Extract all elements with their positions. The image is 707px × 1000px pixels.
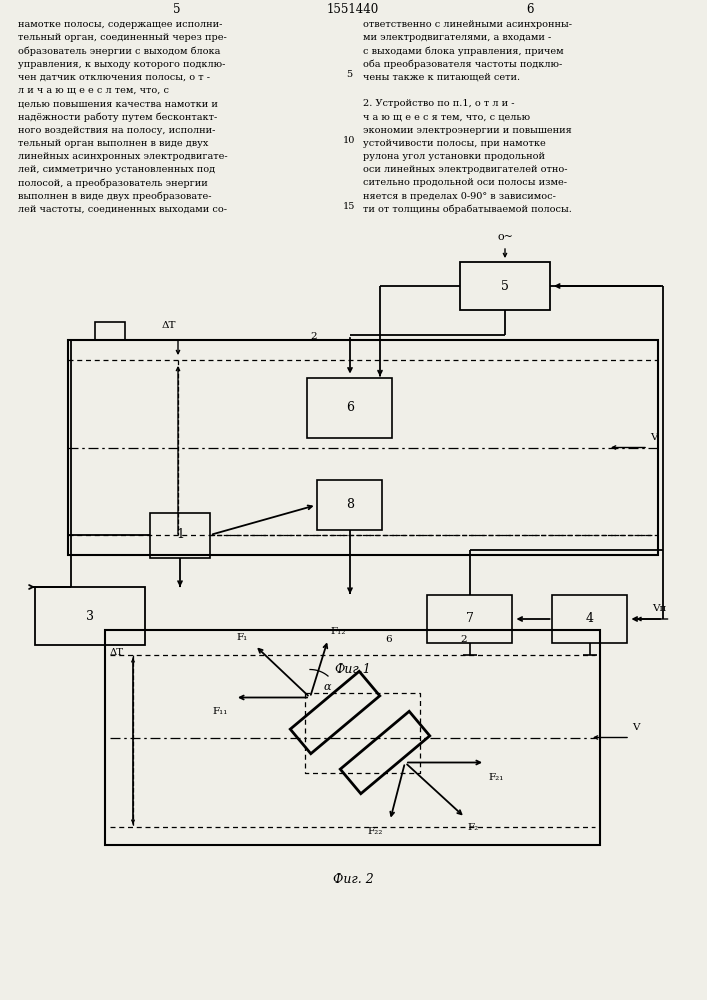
Text: оси линейных электродвигателей отно-: оси линейных электродвигателей отно- xyxy=(363,165,568,174)
Text: F₁₂: F₁₂ xyxy=(330,626,346,636)
Text: управления, к выходу которого подклю-: управления, к выходу которого подклю- xyxy=(18,60,226,69)
Text: Фиг. 2: Фиг. 2 xyxy=(332,873,373,886)
Bar xyxy=(308,377,392,438)
Text: устойчивости полосы, при намотке: устойчивости полосы, при намотке xyxy=(363,139,546,148)
Bar xyxy=(68,340,658,555)
Text: 3: 3 xyxy=(86,609,94,622)
Text: F₂₂: F₂₂ xyxy=(368,828,382,836)
Text: экономии электроэнергии и повышения: экономии электроэнергии и повышения xyxy=(363,126,572,135)
Text: 8: 8 xyxy=(346,498,354,512)
Text: ного воздействия на полосу, исполни-: ного воздействия на полосу, исполни- xyxy=(18,126,216,135)
Bar xyxy=(317,480,382,530)
Text: тельный орган, соединенный через пре-: тельный орган, соединенный через пре- xyxy=(18,33,227,42)
Text: 5: 5 xyxy=(501,279,509,292)
Text: F₂: F₂ xyxy=(467,822,478,832)
Text: 1: 1 xyxy=(176,528,184,542)
Text: 2: 2 xyxy=(460,635,467,644)
Text: линейных асинхронных электродвигате-: линейных асинхронных электродвигате- xyxy=(18,152,228,161)
Text: образователь энергии с выходом блока: образователь энергии с выходом блока xyxy=(18,46,221,56)
Text: полосой, а преобразователь энергии: полосой, а преобразователь энергии xyxy=(18,178,208,188)
Text: чен датчик отключения полосы, о т -: чен датчик отключения полосы, о т - xyxy=(18,73,210,82)
Text: с выходами блока управления, причем: с выходами блока управления, причем xyxy=(363,46,563,56)
Text: Фиг.1: Фиг.1 xyxy=(334,663,371,676)
Text: ΔТ: ΔТ xyxy=(110,648,124,657)
Text: надёжности работу путем бесконтакт-: надёжности работу путем бесконтакт- xyxy=(18,112,217,122)
Text: ответственно с линейными асинхронны-: ответственно с линейными асинхронны- xyxy=(363,20,572,29)
Bar xyxy=(340,711,430,794)
Bar xyxy=(95,322,125,340)
Text: 15: 15 xyxy=(343,202,355,211)
Text: выполнен в виде двух преобразовате-: выполнен в виде двух преобразовате- xyxy=(18,192,211,201)
Text: 6: 6 xyxy=(346,401,354,414)
Text: намотке полосы, содержащее исполни-: намотке полосы, содержащее исполни- xyxy=(18,20,223,29)
Text: 6: 6 xyxy=(385,635,392,644)
Text: ΔТ: ΔТ xyxy=(161,321,176,330)
Text: F₁: F₁ xyxy=(237,633,248,642)
Bar xyxy=(428,595,513,643)
Bar xyxy=(552,595,628,643)
Text: чены также к питающей сети.: чены также к питающей сети. xyxy=(363,73,520,82)
Text: ти от толщины обрабатываемой полосы.: ти от толщины обрабатываемой полосы. xyxy=(363,205,572,214)
Text: рулона угол установки продольной: рулона угол установки продольной xyxy=(363,152,545,161)
Text: ми электродвигателями, а входами -: ми электродвигателями, а входами - xyxy=(363,33,551,42)
Text: o~: o~ xyxy=(497,232,513,242)
Text: сительно продольной оси полосы изме-: сительно продольной оси полосы изме- xyxy=(363,178,567,187)
Text: 10: 10 xyxy=(343,136,355,145)
Text: Vп: Vп xyxy=(653,604,667,613)
Text: няется в пределах 0-90° в зависимос-: няется в пределах 0-90° в зависимос- xyxy=(363,192,556,201)
Bar xyxy=(150,512,210,558)
Text: лей, симметрично установленных под: лей, симметрично установленных под xyxy=(18,165,215,174)
Text: ч а ю щ е е с я тем, что, с целью: ч а ю щ е е с я тем, что, с целью xyxy=(363,112,530,121)
Text: 5: 5 xyxy=(173,3,181,16)
Text: F₁₁: F₁₁ xyxy=(213,708,228,716)
Text: F₂₁: F₂₁ xyxy=(488,772,503,782)
Text: 7: 7 xyxy=(466,612,474,626)
Bar xyxy=(291,671,380,754)
Bar xyxy=(105,630,600,845)
Text: α: α xyxy=(324,682,332,692)
Text: л и ч а ю щ е е с л тем, что, с: л и ч а ю щ е е с л тем, что, с xyxy=(18,86,169,95)
Bar xyxy=(460,262,550,310)
Text: лей частоты, соединенных выходами со-: лей частоты, соединенных выходами со- xyxy=(18,205,227,214)
Text: 5: 5 xyxy=(346,70,352,79)
Text: 6: 6 xyxy=(526,3,534,16)
Text: V: V xyxy=(650,432,658,442)
Bar xyxy=(35,587,145,645)
Text: тельный орган выполнен в виде двух: тельный орган выполнен в виде двух xyxy=(18,139,209,148)
Text: 1551440: 1551440 xyxy=(327,3,379,16)
Text: оба преобразователя частоты подклю-: оба преобразователя частоты подклю- xyxy=(363,60,562,69)
Text: V: V xyxy=(632,724,640,732)
Text: 2: 2 xyxy=(310,332,317,341)
Text: целью повышения качества намотки и: целью повышения качества намотки и xyxy=(18,99,218,108)
Text: 2. Устройство по п.1, о т л и -: 2. Устройство по п.1, о т л и - xyxy=(363,99,515,108)
Text: 4: 4 xyxy=(586,612,594,626)
